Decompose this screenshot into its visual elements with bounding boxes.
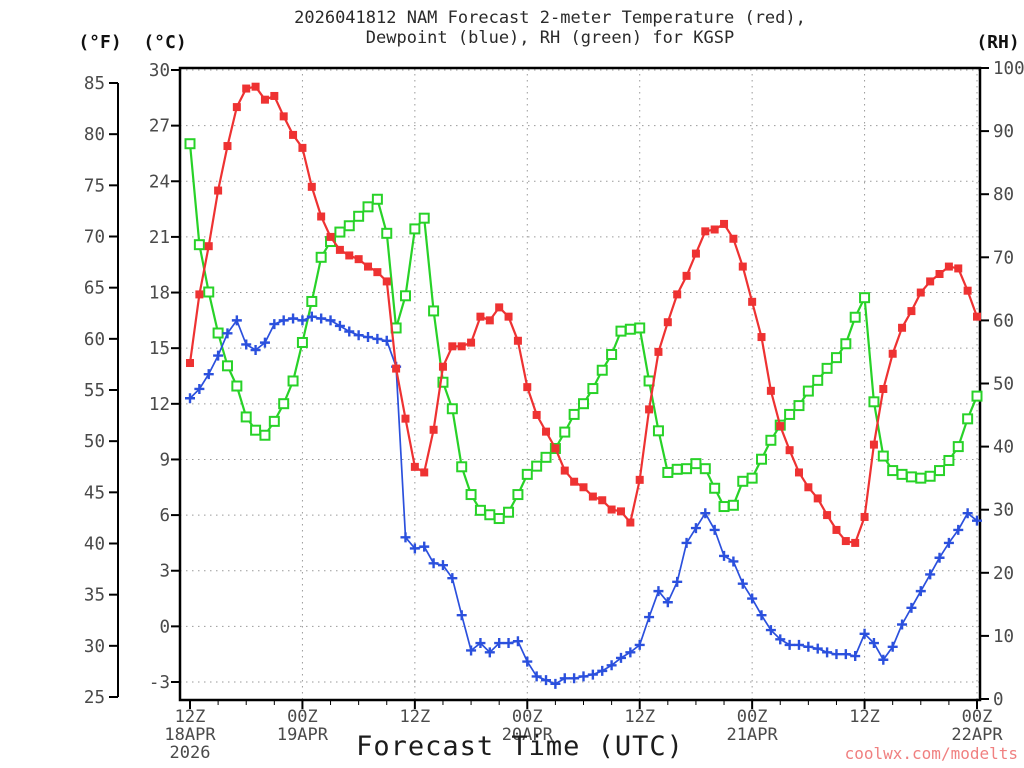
fahrenheit-axis-header: (°F) <box>78 32 122 53</box>
x-tick-date-label: 18APR <box>164 725 216 745</box>
x-axis-title: Forecast Time (UTC) <box>356 731 684 762</box>
chart-title-line2: Dewpoint (blue), RH (green) for KGSP <box>365 28 735 48</box>
x-tick-date-label: 21APR <box>727 725 779 745</box>
fahrenheit-tick-label: 30 <box>84 637 105 657</box>
fahrenheit-tick-label: 60 <box>84 330 105 350</box>
chart-title-line1: 2026041812 NAM Forecast 2-meter Temperat… <box>294 8 806 28</box>
watermark-link[interactable]: coolwx.com/modelts <box>844 744 1018 763</box>
x-tick-hour-label: 12Z <box>849 707 880 727</box>
fahrenheit-tick-label: 70 <box>84 228 105 248</box>
x-tick-hour-label: 00Z <box>962 707 993 727</box>
rh-tick-label: 90 <box>993 122 1014 142</box>
x-tick-date-label: 19APR <box>277 725 329 745</box>
celsius-tick-label: 27 <box>149 117 170 137</box>
tick-labels: 302724211815129630-385807570656055504540… <box>84 59 1024 763</box>
rh-tick-label: 0 <box>993 690 1004 710</box>
x-tick-hour-label: 00Z <box>512 707 543 727</box>
x-tick-hour-label: 00Z <box>737 707 768 727</box>
rh-tick-label: 50 <box>993 375 1014 395</box>
rh-tick-label: 10 <box>993 627 1014 647</box>
fahrenheit-tick-label: 50 <box>84 432 105 452</box>
fahrenheit-tick-label: 65 <box>84 279 105 299</box>
x-tick-year-label: 2026 <box>170 743 211 763</box>
x-tick-hour-label: 12Z <box>175 707 206 727</box>
celsius-tick-label: 24 <box>149 172 170 192</box>
fahrenheit-tick-label: 40 <box>84 535 105 555</box>
celsius-tick-label: 0 <box>159 617 170 637</box>
fahrenheit-tick-label: 35 <box>84 586 105 606</box>
celsius-tick-label: 6 <box>159 506 170 526</box>
chart-title: 2026041812 NAM Forecast 2-meter Temperat… <box>180 8 920 48</box>
rh-axis-header: (RH) <box>976 32 1020 53</box>
fahrenheit-tick-label: 45 <box>84 483 105 503</box>
celsius-tick-label: 12 <box>149 395 170 415</box>
x-tick-hour-label: 12Z <box>399 707 430 727</box>
x-tick-date-label: 22APR <box>951 725 1003 745</box>
fahrenheit-tick-label: 85 <box>84 74 105 94</box>
celsius-tick-label: 21 <box>149 228 170 248</box>
rh-tick-label: 20 <box>993 564 1014 584</box>
fahrenheit-tick-label: 75 <box>84 176 105 196</box>
rh-tick-label: 80 <box>993 185 1014 205</box>
rh-tick-label: 70 <box>993 248 1014 268</box>
celsius-tick-label: 18 <box>149 284 170 304</box>
x-tick-hour-label: 12Z <box>624 707 655 727</box>
x-tick-date-label: 20APR <box>502 725 554 745</box>
fahrenheit-tick-label: 80 <box>84 125 105 145</box>
fahrenheit-tick-label: 55 <box>84 381 105 401</box>
fahrenheit-tick-label: 25 <box>84 688 105 708</box>
rh-tick-label: 60 <box>993 311 1014 331</box>
dewpoint-series <box>185 311 982 689</box>
rh-tick-label: 40 <box>993 438 1014 458</box>
x-tick-hour-label: 00Z <box>287 707 318 727</box>
rh-tick-label: 100 <box>993 59 1024 79</box>
temperature-series <box>186 82 981 547</box>
celsius-tick-label: 30 <box>149 61 170 81</box>
celsius-axis-header: (°C) <box>143 32 187 53</box>
rh-tick-label: 30 <box>993 501 1014 521</box>
gridlines <box>180 68 980 700</box>
rh-series <box>184 138 983 525</box>
axes <box>109 66 989 709</box>
celsius-tick-label: 9 <box>159 450 170 470</box>
celsius-tick-label: -3 <box>149 673 170 693</box>
celsius-tick-label: 15 <box>149 339 170 359</box>
celsius-tick-label: 3 <box>159 562 170 582</box>
